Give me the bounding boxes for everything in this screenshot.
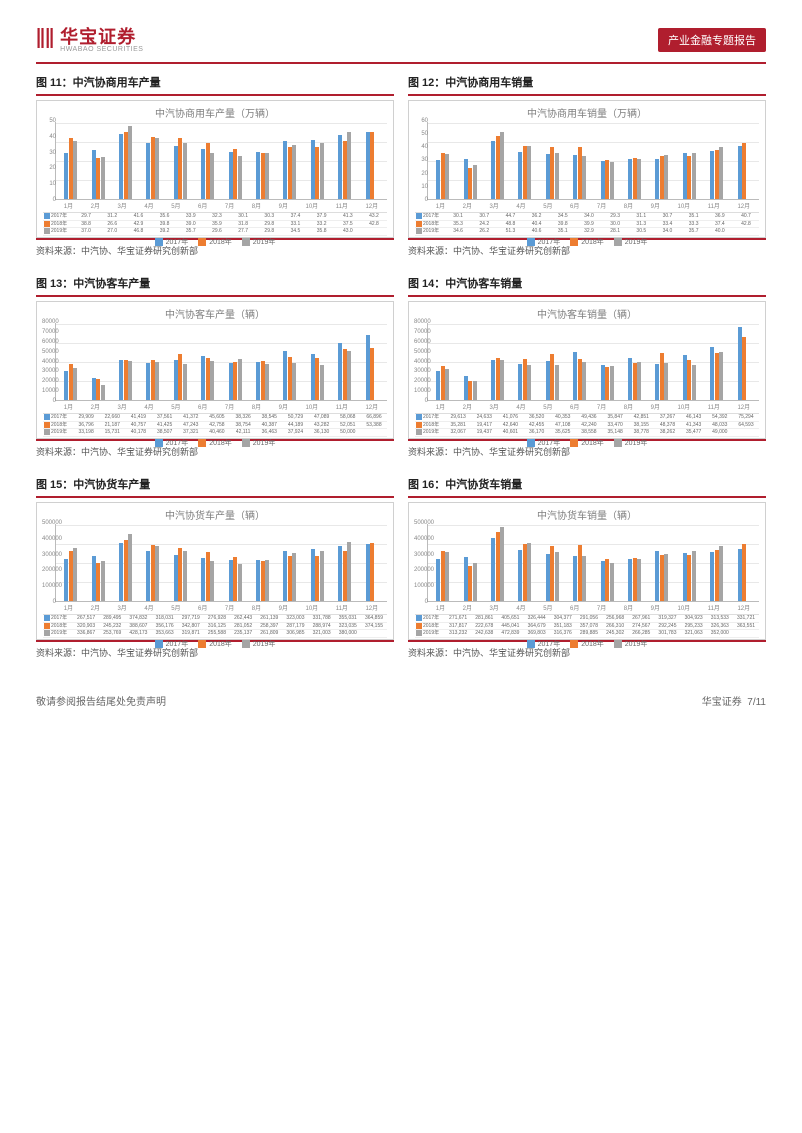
x-axis: 1月2月3月4月5月6月7月8月9月10月11月12月 [55, 201, 387, 210]
page-footer: 敬请参阅报告结尾处免责声明 华宝证券 7/11 [0, 685, 802, 722]
chart-legend: 2017年2018年2019年 [413, 438, 761, 448]
y-axis: 8000070000600005000040000300002000010000… [42, 319, 56, 404]
chart-legend: 2017年2018年2019年 [41, 438, 389, 448]
figure-title: 图 13：中汽协客车产量 [36, 275, 394, 293]
figure: 图 14：中汽协客车销量中汽协客车销量（辆）800007000060000500… [408, 275, 766, 468]
footer-company: 华宝证券 [702, 697, 742, 708]
data-table: 2017年29.731.241.635.633.932.330.130.337.… [43, 212, 387, 236]
figure-title: 图 15：中汽协货车产量 [36, 476, 394, 494]
data-table: 2017年271,671281,861405,651326,444304,377… [415, 614, 759, 638]
x-axis: 1月2月3月4月5月6月7月8月9月10月11月12月 [55, 402, 387, 411]
figure: 图 12：中汽协商用车销量中汽协商用车销量（万辆）60504030201001月… [408, 74, 766, 267]
chart-plot: 6050403020100 [427, 122, 759, 200]
data-table: 2017年29,90922,66041,41937,56141,37245,60… [43, 413, 387, 437]
chart-container: 中汽协客车销量（辆）800007000060000500004000030000… [408, 301, 766, 439]
chart-plot: 8000070000600005000040000300002000010000… [427, 323, 759, 401]
figure-title: 图 16：中汽协货车销量 [408, 476, 766, 494]
chart-legend: 2017年2018年2019年 [413, 237, 761, 247]
chart-plot: 50403020100 [55, 122, 387, 200]
y-axis: 50403020100 [42, 118, 56, 203]
chart-plot: 8000070000600005000040000300002000010000… [55, 323, 387, 401]
chart-title: 中汽协客车销量（辆） [413, 306, 761, 321]
report-type-badge: 产业金融专题报告 [658, 28, 766, 52]
chart-container: 中汽协商用车产量（万辆）504030201001月2月3月4月5月6月7月8月9… [36, 100, 394, 238]
figure-title: 图 11：中汽协商用车产量 [36, 74, 394, 92]
y-axis: 5000004000003000002000001000000 [42, 520, 56, 605]
y-axis: 5000004000003000002000001000000 [414, 520, 428, 605]
logo-text-cn: 华宝证券 [60, 28, 143, 46]
chart-legend: 2017年2018年2019年 [413, 639, 761, 649]
chart-container: 中汽协货车销量（辆）500000400000300000200000100000… [408, 502, 766, 640]
figure: 图 11：中汽协商用车产量中汽协商用车产量（万辆）504030201001月2月… [36, 74, 394, 267]
chart-title: 中汽协商用车销量（万辆） [413, 105, 761, 120]
company-logo: ǁǁ 华宝证券 HWABAO SECURITIES [36, 24, 143, 56]
logo-text-en: HWABAO SECURITIES [60, 46, 143, 53]
disclaimer-text: 敬请参阅报告结尾处免责声明 [36, 693, 166, 708]
chart-grid: 图 11：中汽协商用车产量中汽协商用车产量（万辆）504030201001月2月… [36, 74, 766, 669]
chart-title: 中汽协货车销量（辆） [413, 507, 761, 522]
logo-mark-icon: ǁǁ [36, 24, 54, 56]
figure: 图 15：中汽协货车产量中汽协货车产量（辆）500000400000300000… [36, 476, 394, 669]
chart-plot: 5000004000003000002000001000000 [427, 524, 759, 602]
figure-title: 图 14：中汽协客车销量 [408, 275, 766, 293]
chart-legend: 2017年2018年2019年 [41, 237, 389, 247]
figure: 图 13：中汽协客车产量中汽协客车产量（辆）800007000060000500… [36, 275, 394, 468]
chart-title: 中汽协客车产量（辆） [41, 306, 389, 321]
figure: 图 16：中汽协货车销量中汽协货车销量（辆）500000400000300000… [408, 476, 766, 669]
chart-container: 中汽协客车产量（辆）800007000060000500004000030000… [36, 301, 394, 439]
chart-title: 中汽协商用车产量（万辆） [41, 105, 389, 120]
data-table: 2017年267,517289,495374,832318,031297,719… [43, 614, 387, 638]
x-axis: 1月2月3月4月5月6月7月8月9月10月11月12月 [427, 201, 759, 210]
x-axis: 1月2月3月4月5月6月7月8月9月10月11月12月 [55, 603, 387, 612]
x-axis: 1月2月3月4月5月6月7月8月9月10月11月12月 [427, 402, 759, 411]
x-axis: 1月2月3月4月5月6月7月8月9月10月11月12月 [427, 603, 759, 612]
chart-container: 中汽协商用车销量（万辆）60504030201001月2月3月4月5月6月7月8… [408, 100, 766, 238]
y-axis: 6050403020100 [414, 118, 428, 203]
page-number: 7/11 [747, 697, 766, 708]
y-axis: 8000070000600005000040000300002000010000… [414, 319, 428, 404]
chart-title: 中汽协货车产量（辆） [41, 507, 389, 522]
page-header: ǁǁ 华宝证券 HWABAO SECURITIES 产业金融专题报告 [36, 24, 766, 64]
chart-container: 中汽协货车产量（辆）500000400000300000200000100000… [36, 502, 394, 640]
figure-title: 图 12：中汽协商用车销量 [408, 74, 766, 92]
data-table: 2017年29,61324,63341,07636,52040,35349,43… [415, 413, 759, 437]
chart-plot: 5000004000003000002000001000000 [55, 524, 387, 602]
data-table: 2017年30.130.744.736.234.534.029.331.130.… [415, 212, 759, 236]
chart-legend: 2017年2018年2019年 [41, 639, 389, 649]
